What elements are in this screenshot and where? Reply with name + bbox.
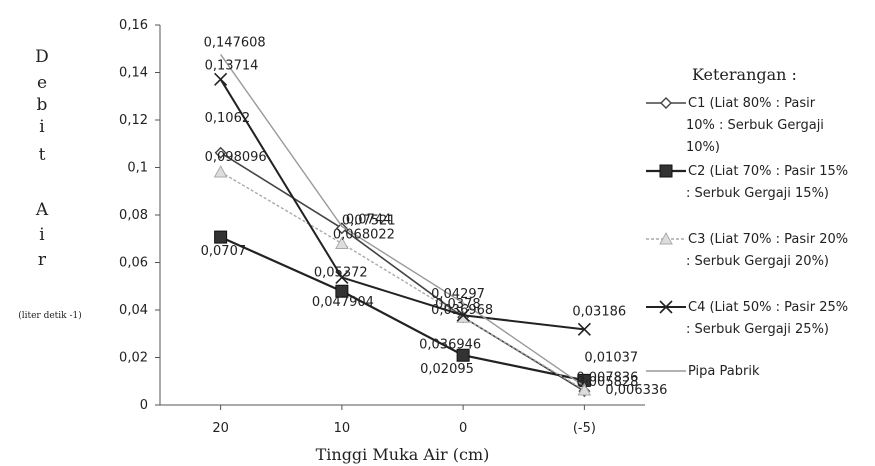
data-label-s1: 0,0744 — [346, 212, 392, 227]
y-axis-title-letter: b — [37, 95, 48, 115]
y-axis-title-letter: r — [38, 250, 47, 270]
data-point-s4 — [335, 270, 349, 284]
x-marker-stroke — [456, 308, 470, 322]
data-point-s3 — [335, 236, 349, 249]
legend-entry-5: Pipa Pabrik — [688, 364, 760, 379]
x-marker-stroke — [577, 322, 591, 336]
data-label-s2: 0,02095 — [420, 362, 474, 377]
data-point-s1 — [335, 222, 348, 235]
data-point-s2 — [335, 284, 349, 298]
series-line-4 — [219, 78, 585, 331]
data-label-s4: 0,0378 — [435, 297, 481, 312]
legend-entry-1: 10% : Serbuk Gergaji — [686, 118, 824, 133]
legend-entry-1: 10%) — [686, 140, 720, 155]
series-line-3 — [220, 171, 585, 391]
data-point-s3 — [577, 382, 592, 396]
chart-legend: Keterangan : C1 (Liat 80% : Pasir 10% : Se… — [646, 65, 848, 379]
series-line-2 — [220, 236, 585, 382]
data-label-s5: 0,04297 — [431, 287, 485, 302]
data-label-s1: 0,036968 — [431, 303, 493, 318]
x-tick-label: (-5) — [573, 421, 596, 436]
legend-swatch-marker-2 — [659, 164, 673, 178]
y-axis-unit: (liter detik -1) — [18, 310, 82, 321]
chart-axes: 0 0,02 0,04 0,06 0,08 0,1 0,12 0,14 0,16 20 10 0 (-5… — [18, 18, 645, 464]
data-label-s5: 0,007836 — [576, 370, 638, 385]
y-tick-label: 0,14 — [119, 66, 148, 81]
y-tick-label: 0,16 — [119, 18, 148, 33]
data-point-s1 — [214, 146, 227, 159]
y-axis-title-letter: e — [37, 73, 47, 93]
data-point-s4 — [456, 308, 470, 322]
legend-entry-1: C1 (Liat 80% : Pasir — [688, 96, 816, 111]
y-axis-title-letter: i — [39, 225, 45, 245]
x-marker-stroke — [659, 300, 673, 314]
data-label-s4: 0,13714 — [205, 58, 259, 73]
legend-swatch-marker-4 — [659, 300, 673, 314]
y-tick-label: 0,06 — [119, 256, 148, 271]
x-axis-title: Tinggi Muka Air (cm) — [316, 445, 490, 464]
x-tick-label: 0 — [459, 421, 467, 436]
x-marker-stroke — [214, 72, 228, 86]
data-point-s3 — [213, 164, 228, 178]
x-tick-label: 20 — [212, 421, 229, 436]
data-point-s2 — [214, 230, 228, 244]
y-tick-label: 0,04 — [119, 303, 148, 318]
legend-title: Keterangan : — [692, 65, 797, 84]
y-tick-label: 0,02 — [119, 351, 148, 366]
legend-swatch-marker-3 — [659, 231, 673, 245]
chart-series — [213, 54, 592, 398]
data-label-s4: 0,05372 — [314, 265, 368, 280]
y-tick-label: 0,12 — [119, 113, 148, 128]
data-point-s4 — [214, 72, 228, 86]
y-tick-label: 0,1 — [127, 161, 148, 176]
data-label-s2: 0,047904 — [312, 295, 374, 310]
chart-data-labels: 0,1062 0,0744 0,036968 0,005828 0,0707 0,0479… — [201, 35, 668, 398]
data-label-s2: 0,0707 — [201, 244, 247, 259]
series-line-5 — [220, 54, 585, 387]
legend-entry-4: C4 (Liat 50% : Pasir 25% — [688, 300, 848, 315]
data-label-s4: 0,03186 — [572, 304, 626, 319]
legend-entry-3: C3 (Liat 70% : Pasir 20% — [688, 232, 848, 247]
data-label-s2: 0,01037 — [584, 350, 638, 365]
data-label-s1: 0,1062 — [205, 111, 251, 126]
data-label-s3: 0,006336 — [605, 383, 667, 398]
y-tick-label: 0,08 — [119, 208, 148, 223]
y-axis-title-letter: i — [39, 117, 45, 137]
y-axis-title-letter: t — [39, 145, 46, 165]
legend-entry-3: : Serbuk Gergaji 20%) — [686, 254, 829, 269]
data-label-s3: 0,098096 — [205, 150, 267, 165]
data-label-s3: 0,036946 — [419, 337, 481, 352]
legend-entry-4: : Serbuk Gergaji 25%) — [686, 322, 829, 337]
y-axis-title-letter: A — [35, 200, 49, 220]
legend-swatch-marker-1 — [660, 97, 672, 109]
y-tick-label: 0 — [140, 398, 148, 413]
x-marker-stroke — [335, 270, 349, 284]
data-label-s3: 0,068022 — [333, 227, 395, 242]
data-point-s3 — [456, 310, 470, 323]
y-axis-title-letter: D — [35, 47, 49, 67]
data-label-s1: 0,005828 — [576, 375, 638, 390]
legend-entry-2: C2 (Liat 70% : Pasir 15% — [688, 164, 848, 179]
data-label-s5: 0,147608 — [204, 35, 266, 50]
x-tick-label: 10 — [334, 421, 351, 436]
series-line-1 — [220, 152, 585, 392]
data-label-s5: 0,07521 — [342, 213, 396, 228]
legend-entry-2: : Serbuk Gergaji 15%) — [686, 186, 829, 201]
data-point-s4 — [577, 322, 591, 336]
data-point-s2 — [456, 348, 470, 362]
